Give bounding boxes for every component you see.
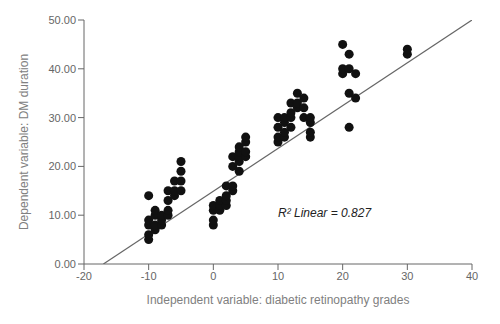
svg-text:20.00: 20.00 (48, 160, 76, 172)
svg-text:Dependent variable: DM duratio: Dependent variable: DM duration (17, 54, 31, 230)
svg-text:50.00: 50.00 (48, 14, 76, 26)
svg-text:R² Linear = 0.827: R² Linear = 0.827 (278, 206, 372, 220)
svg-text:40: 40 (466, 270, 478, 282)
svg-text:40.00: 40.00 (48, 63, 76, 75)
svg-text:10.00: 10.00 (48, 209, 76, 221)
svg-text:-20: -20 (76, 270, 92, 282)
svg-text:30: 30 (401, 270, 413, 282)
svg-text:Independent variable: diabetic: Independent variable: diabetic retinopat… (147, 293, 410, 307)
svg-text:0: 0 (210, 270, 216, 282)
svg-text:0.00: 0.00 (55, 258, 76, 270)
svg-text:30.00: 30.00 (48, 112, 76, 124)
svg-text:20: 20 (337, 270, 349, 282)
svg-text:10: 10 (272, 270, 284, 282)
svg-text:-10: -10 (141, 270, 157, 282)
